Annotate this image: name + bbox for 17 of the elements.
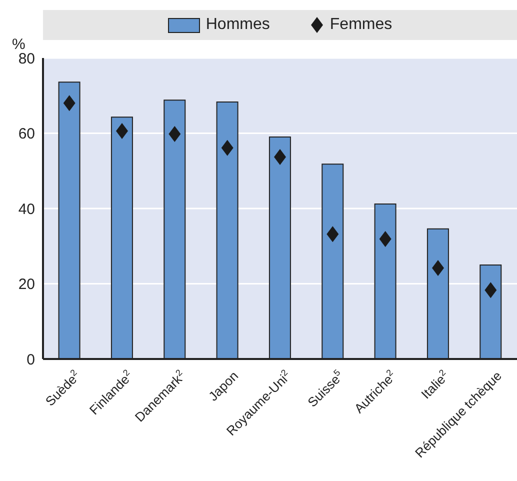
y-tick-label: 40 xyxy=(18,200,35,218)
point xyxy=(63,95,76,112)
y-axis-title: % xyxy=(12,36,26,53)
legend-label: Femmes xyxy=(328,16,392,34)
y-tick-label: 80 xyxy=(18,50,35,68)
y-tick-label: 20 xyxy=(18,276,35,294)
point xyxy=(326,226,339,242)
point xyxy=(116,122,128,139)
y-tick-label: 0 xyxy=(26,351,35,368)
y-tick-label: 60 xyxy=(18,126,35,143)
point xyxy=(379,230,392,247)
legend-label: Hommes xyxy=(204,16,270,34)
point xyxy=(274,148,286,165)
point xyxy=(484,282,497,298)
point xyxy=(221,140,234,156)
point xyxy=(168,126,181,142)
point xyxy=(432,260,444,276)
